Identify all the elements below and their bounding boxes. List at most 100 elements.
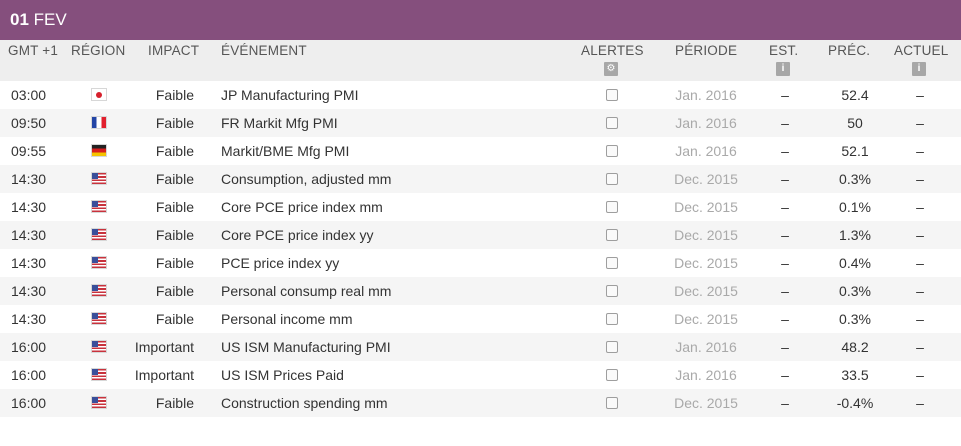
info-icon[interactable]: i xyxy=(776,62,790,76)
info-icon[interactable]: i xyxy=(912,62,926,76)
event-impact: Important xyxy=(134,339,194,355)
event-prec: 0.1% xyxy=(839,199,871,215)
alert-checkbox[interactable] xyxy=(606,89,618,101)
event-prec: 0.3% xyxy=(839,283,871,299)
event-period: Dec. 2015 xyxy=(674,395,738,411)
col-event: ÉVÉNEMENT xyxy=(221,43,307,58)
table-row: 14:30 Faible Personal consump real mm De… xyxy=(0,277,961,305)
event-actuel: – xyxy=(916,283,924,299)
event-impact: Faible xyxy=(155,171,194,187)
event-actuel: – xyxy=(916,199,924,215)
event-time: 16:00 xyxy=(11,395,47,411)
flag-us-icon xyxy=(92,397,106,408)
flag-us-icon xyxy=(92,369,106,380)
alert-checkbox[interactable] xyxy=(606,145,618,157)
event-prec: 0.3% xyxy=(839,171,871,187)
event-est: – xyxy=(781,255,789,271)
event-impact: Faible xyxy=(155,199,194,215)
event-time: 09:55 xyxy=(11,143,47,159)
event-period: Dec. 2015 xyxy=(674,311,738,327)
event-impact: Faible xyxy=(155,115,194,131)
event-est: – xyxy=(781,143,789,159)
alert-checkbox[interactable] xyxy=(606,397,618,409)
event-actuel: – xyxy=(916,227,924,243)
event-time: 14:30 xyxy=(11,227,47,243)
alert-checkbox[interactable] xyxy=(606,285,618,297)
event-prec: 0.3% xyxy=(839,311,871,327)
event-impact: Faible xyxy=(155,283,194,299)
table-row: 14:30 Faible Core PCE price index mm Dec… xyxy=(0,193,961,221)
flag-us-icon xyxy=(92,229,106,240)
alert-checkbox[interactable] xyxy=(606,173,618,185)
col-est: EST. xyxy=(769,43,799,58)
event-name[interactable]: Personal consump real mm xyxy=(221,283,392,299)
alert-checkbox[interactable] xyxy=(606,341,618,353)
event-name[interactable]: US ISM Prices Paid xyxy=(221,367,344,383)
alert-checkbox[interactable] xyxy=(606,257,618,269)
event-est: – xyxy=(781,339,789,355)
col-period: PÉRIODE xyxy=(675,43,738,58)
table-row: 14:30 Faible Consumption, adjusted mm De… xyxy=(0,165,961,193)
event-name[interactable]: PCE price index yy xyxy=(221,255,340,271)
table-row: 14:30 Faible Core PCE price index yy Dec… xyxy=(0,221,961,249)
flag-us-icon xyxy=(92,341,106,352)
flag-us-icon xyxy=(92,313,106,324)
event-period: Jan. 2016 xyxy=(675,367,737,383)
event-time: 14:30 xyxy=(11,255,47,271)
event-actuel: – xyxy=(916,143,924,159)
event-actuel: – xyxy=(916,367,924,383)
event-name[interactable]: Consumption, adjusted mm xyxy=(221,171,392,187)
event-name[interactable]: Personal income mm xyxy=(221,311,353,327)
event-prec: -0.4% xyxy=(836,395,874,411)
event-est: – xyxy=(781,283,789,299)
event-actuel: – xyxy=(916,171,924,187)
event-impact: Faible xyxy=(155,227,194,243)
alert-checkbox[interactable] xyxy=(606,229,618,241)
event-name[interactable]: Core PCE price index yy xyxy=(221,227,374,243)
flag-us-icon xyxy=(92,257,106,268)
event-impact: Faible xyxy=(155,395,194,411)
event-time: 14:30 xyxy=(11,283,47,299)
event-name[interactable]: Core PCE price index mm xyxy=(221,199,383,215)
event-prec: 50 xyxy=(847,115,863,131)
event-est: – xyxy=(781,171,789,187)
event-name[interactable]: JP Manufacturing PMI xyxy=(221,87,359,103)
event-name[interactable]: US ISM Manufacturing PMI xyxy=(221,339,391,355)
table-row: 03:00 Faible JP Manufacturing PMI Jan. 2… xyxy=(0,81,961,109)
gear-icon[interactable]: ⚙ xyxy=(604,62,618,76)
event-name[interactable]: FR Markit Mfg PMI xyxy=(221,115,338,131)
flag-fr-icon xyxy=(92,117,106,128)
event-actuel: – xyxy=(916,115,924,131)
event-time: 03:00 xyxy=(11,87,47,103)
flag-jp-icon xyxy=(92,89,106,100)
flag-us-icon xyxy=(92,285,106,296)
event-period: Jan. 2016 xyxy=(675,339,737,355)
col-region: RÉGION xyxy=(71,43,126,58)
event-name[interactable]: Construction spending mm xyxy=(221,395,388,411)
event-est: – xyxy=(781,87,789,103)
col-actuel: ACTUEL xyxy=(894,43,949,58)
alert-checkbox[interactable] xyxy=(606,117,618,129)
event-period: Jan. 2016 xyxy=(675,143,737,159)
day-header: 01 FEV xyxy=(0,0,961,40)
table-row: 14:30 Faible PCE price index yy Dec. 201… xyxy=(0,249,961,277)
table-row: 16:00 Faible Construction spending mm De… xyxy=(0,389,961,417)
table-row: 16:00 Important US ISM Manufacturing PMI… xyxy=(0,333,961,361)
flag-us-icon xyxy=(92,173,106,184)
alert-checkbox[interactable] xyxy=(606,369,618,381)
alert-checkbox[interactable] xyxy=(606,313,618,325)
event-period: Dec. 2015 xyxy=(674,199,738,215)
event-impact: Faible xyxy=(155,143,194,159)
table-header: GMT +1 RÉGION IMPACT ÉVÉNEMENT ALERTES ⚙… xyxy=(0,40,961,81)
table-row: 16:00 Important US ISM Prices Paid Jan. … xyxy=(0,361,961,389)
event-name[interactable]: Markit/BME Mfg PMI xyxy=(221,143,350,159)
month-label: FEV xyxy=(33,10,67,29)
col-impact: IMPACT xyxy=(148,43,200,58)
event-impact: Important xyxy=(134,367,194,383)
day-number: 01 xyxy=(10,10,29,29)
alert-checkbox[interactable] xyxy=(606,201,618,213)
event-actuel: – xyxy=(916,311,924,327)
event-time: 09:50 xyxy=(11,115,47,131)
table-row: 09:55 Faible Markit/BME Mfg PMI Jan. 201… xyxy=(0,137,961,165)
event-impact: Faible xyxy=(155,87,194,103)
